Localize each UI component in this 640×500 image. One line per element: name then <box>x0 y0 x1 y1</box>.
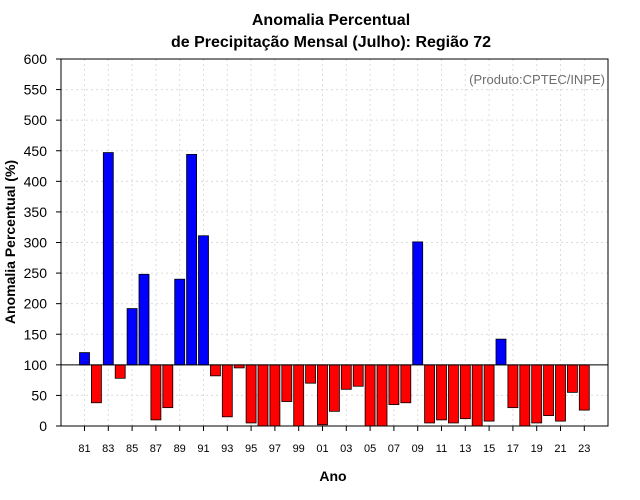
bar-84 <box>114 364 126 379</box>
x-tick-label: 87 <box>150 443 162 455</box>
bar-20 <box>543 364 554 417</box>
bar-82 <box>91 364 102 404</box>
x-tick-label: 13 <box>459 443 471 455</box>
x-tick-label: 05 <box>364 443 376 455</box>
bar-12 <box>447 364 459 424</box>
x-tick-label: 15 <box>483 443 495 455</box>
y-tick-label: 350 <box>24 204 48 220</box>
x-tick-label: 01 <box>316 443 328 455</box>
x-tick-label: 03 <box>340 443 352 455</box>
y-tick-label: 500 <box>24 112 48 128</box>
x-tick-label: 89 <box>174 443 186 455</box>
y-tick-label: 50 <box>31 387 47 403</box>
bar-81 <box>79 352 90 366</box>
y-tick-label: 550 <box>24 82 48 98</box>
bar-86 <box>138 273 150 366</box>
y-tick-label: 600 <box>24 51 48 67</box>
y-tick-label: 200 <box>24 296 48 312</box>
bar-15 <box>483 364 495 422</box>
bar-90 <box>186 154 198 366</box>
bar-06 <box>376 364 388 427</box>
bar-23 <box>578 364 590 411</box>
x-tick-label: 85 <box>126 443 138 455</box>
y-tick-label: 300 <box>24 235 48 251</box>
bar-04 <box>352 364 364 387</box>
x-axis-label: Ano <box>319 468 346 484</box>
x-tick-label: 93 <box>221 443 233 455</box>
bar-08 <box>400 364 412 404</box>
bar-10 <box>424 364 436 424</box>
y-tick-label: 150 <box>24 326 48 342</box>
bar-85 <box>126 308 138 366</box>
bar-13 <box>459 364 471 420</box>
credit-text: (Produto:CPTEC/INPE) <box>469 72 605 87</box>
x-tick-label: 81 <box>78 443 90 455</box>
x-tick-label: 23 <box>578 443 590 455</box>
plot-frame <box>60 58 609 427</box>
x-tick-label: 83 <box>102 443 114 455</box>
x-tick-label: 07 <box>388 443 400 455</box>
bar-88 <box>162 364 174 409</box>
x-tick-label: 09 <box>412 443 424 455</box>
y-tick-label: 100 <box>24 357 48 373</box>
bar-97 <box>269 364 281 427</box>
x-tick-label: 99 <box>293 443 305 455</box>
bar-96 <box>257 364 269 427</box>
x-tick-label: 95 <box>245 443 257 455</box>
x-tick-label: 97 <box>269 443 281 455</box>
bar-95 <box>245 364 257 424</box>
bar-18 <box>519 364 531 427</box>
x-tick-label: 11 <box>436 443 447 455</box>
bar-91 <box>198 235 209 366</box>
bar-89 <box>174 278 186 366</box>
bar-09 <box>412 241 424 366</box>
chart-title: Anomalia Percentual <box>252 12 410 29</box>
bar-11 <box>436 364 447 421</box>
y-tick-label: 250 <box>24 265 48 281</box>
y-tick-label: 450 <box>24 143 48 159</box>
bar-17 <box>507 364 519 409</box>
x-tick-label: 91 <box>197 443 209 455</box>
y-tick-label: 0 <box>39 418 47 434</box>
bar-14 <box>471 364 483 427</box>
bar-01 <box>317 364 328 426</box>
chart-subtitle: de Precipitação Mensal (Julho): Região 7… <box>171 34 491 51</box>
bar-19 <box>531 364 543 424</box>
bar-07 <box>388 364 400 405</box>
bar-21 <box>555 364 566 422</box>
bar-03 <box>340 364 352 390</box>
bar-87 <box>150 364 162 421</box>
bar-98 <box>281 364 293 402</box>
x-tick-label: 17 <box>507 443 519 455</box>
bar-93 <box>221 364 233 418</box>
y-axis-label: Anomalia Percentual (%) <box>2 160 18 324</box>
bars <box>79 152 590 427</box>
bar-99 <box>293 364 305 427</box>
bar-02 <box>328 364 340 412</box>
bar-00 <box>305 364 317 384</box>
bar-92 <box>209 364 221 377</box>
y-tick-label: 400 <box>24 173 48 189</box>
bar-22 <box>567 364 578 393</box>
bar-16 <box>495 338 507 366</box>
bar-05 <box>364 364 376 427</box>
bar-83 <box>102 152 114 366</box>
x-tick-label: 19 <box>531 443 543 455</box>
x-tick-label: 21 <box>554 443 566 455</box>
